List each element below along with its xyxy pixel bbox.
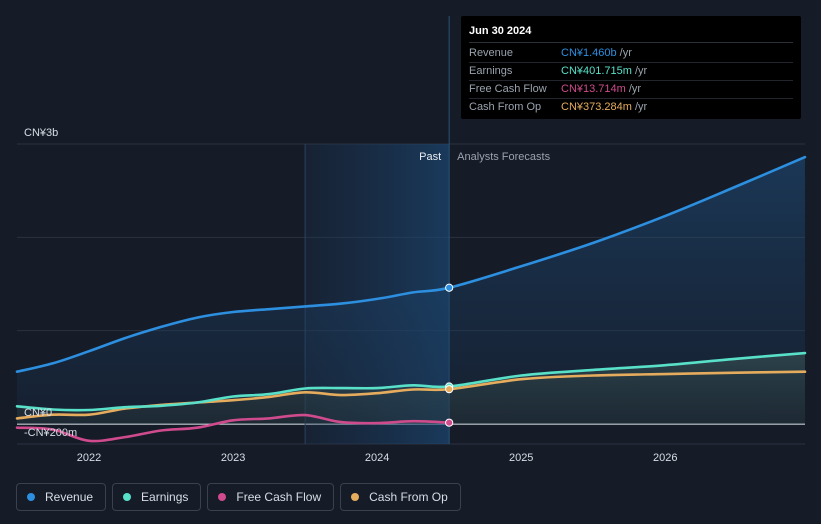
series-markers <box>445 283 454 427</box>
x-tick-label: 2024 <box>365 452 389 464</box>
legend-dot-icon <box>218 493 227 501</box>
legend-item-cash-from-op[interactable]: Cash From Op <box>340 483 461 511</box>
tooltip-label: Cash From Op <box>469 101 542 113</box>
y-tick-label: CN¥3b <box>24 127 58 139</box>
tooltip-value: CN¥1.460b <box>561 47 617 59</box>
cash-from-op-line <box>15 370 807 420</box>
tooltip-unit: /yr <box>634 101 648 113</box>
legend-label: Free Cash Flow <box>236 490 322 504</box>
tooltip-value: CN¥373.284m <box>561 101 632 113</box>
earnings-line <box>15 351 807 412</box>
legend-label: Revenue <box>45 490 94 504</box>
tooltip-unit: /yr <box>634 65 648 77</box>
tooltip-unit: /yr <box>619 47 632 59</box>
legend-label: Cash From Op <box>369 490 448 504</box>
legend-label: Earnings <box>141 490 189 504</box>
tooltip-label: Free Cash Flow <box>469 83 547 95</box>
legend-dot-icon <box>351 493 360 501</box>
revenue-area <box>17 157 805 424</box>
legend-item-revenue[interactable]: Revenue <box>16 483 107 511</box>
tooltip-row-revenue: Revenue CN¥1.460b /yr <box>469 45 793 63</box>
tooltip-row-free-cash-flow: Free Cash Flow CN¥13.714m /yr <box>469 81 793 99</box>
tooltip-date: Jun 30 2024 <box>469 24 793 43</box>
legend-dot-icon <box>27 493 35 501</box>
revenue-marker <box>445 283 454 292</box>
legend-item-earnings[interactable]: Earnings <box>112 483 202 511</box>
legend-dot-icon <box>123 493 132 501</box>
axis-labels: CN¥3b CN¥0 -CN¥200m 2022 2023 2024 2025 2026 Pas… <box>24 127 678 464</box>
x-tick-label: 2022 <box>77 452 101 464</box>
cash-from-op-marker <box>445 385 454 394</box>
tooltip-label: Revenue <box>469 47 514 59</box>
revenue-line <box>15 155 807 373</box>
tooltip-row-earnings: Earnings CN¥401.715m /yr <box>469 63 793 81</box>
x-tick-label: 2026 <box>653 452 677 464</box>
y-tick-label: CN¥0 <box>24 407 52 419</box>
tooltip-unit: /yr <box>628 83 642 95</box>
tooltip-value: CN¥401.715m <box>561 65 632 77</box>
x-tick-label: 2025 <box>509 452 533 464</box>
y-tick-label: -CN¥200m <box>24 427 77 439</box>
free-cash-flow-line <box>15 413 451 443</box>
tooltip-value: CN¥13.714m <box>561 83 626 95</box>
tooltip-row-cash-from-op: Cash From Op CN¥373.284m /yr <box>469 99 793 116</box>
tooltip: Jun 30 2024 Revenue CN¥1.460b /yr Earnin… <box>461 16 801 119</box>
series-lines <box>15 155 807 443</box>
free-cash-flow-marker <box>445 418 454 427</box>
x-tick-label: 2023 <box>221 452 245 464</box>
past-label: Past <box>419 151 441 163</box>
tooltip-label: Earnings <box>469 65 513 77</box>
legend: Revenue Earnings Free Cash Flow Cash Fro… <box>16 483 461 511</box>
forecast-label: Analysts Forecasts <box>457 151 550 163</box>
legend-item-free-cash-flow[interactable]: Free Cash Flow <box>207 483 335 511</box>
